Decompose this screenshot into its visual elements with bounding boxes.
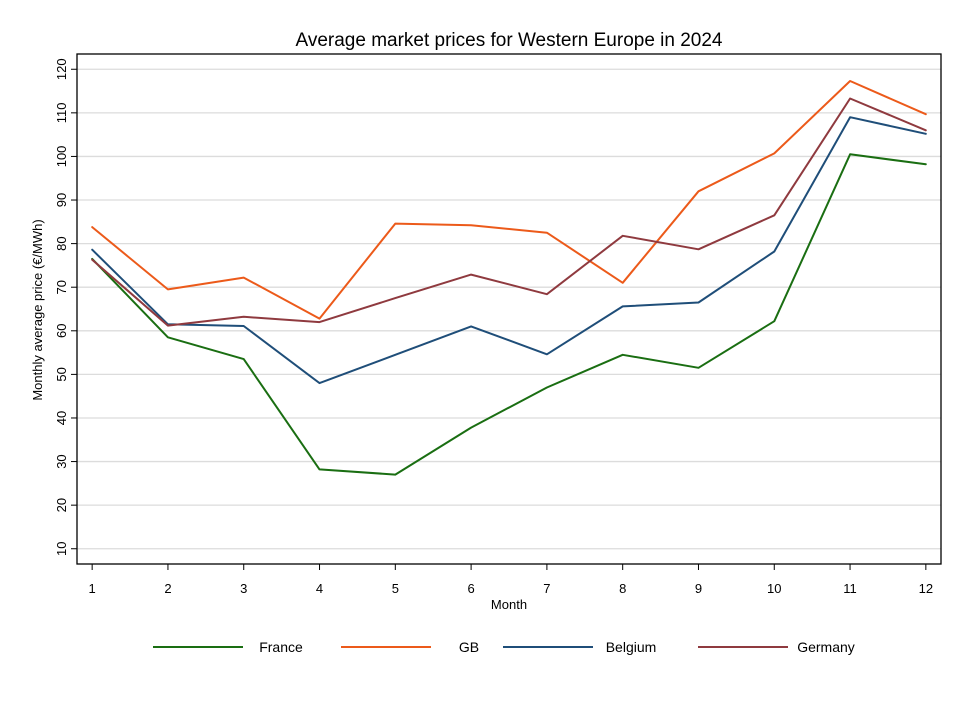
legend-label-belgium: Belgium [606, 639, 657, 655]
y-tick-label-100: 100 [54, 146, 69, 168]
x-tick-label-4: 4 [316, 581, 323, 596]
y-tick-label-110: 110 [54, 102, 69, 123]
x-tick-label-9: 9 [695, 581, 702, 596]
x-tick-label-1: 1 [89, 581, 96, 596]
series-line-germany [91, 97, 927, 327]
x-tick-label-10: 10 [767, 581, 781, 596]
series-line-france [91, 153, 927, 476]
y-tick-label-10: 10 [54, 542, 69, 556]
grid-lines [77, 68, 941, 550]
series-lines [91, 80, 927, 476]
x-tick-label-8: 8 [619, 581, 626, 596]
chart-title: Average market prices for Western Europe… [295, 30, 722, 51]
series-line-belgium [91, 116, 927, 385]
x-tick-label-11: 11 [843, 581, 857, 596]
y-tick-label-50: 50 [54, 367, 69, 381]
y-tick-label-40: 40 [54, 411, 69, 425]
legend-label-germany: Germany [797, 639, 855, 655]
y-tick-label-70: 70 [54, 280, 69, 294]
legend-label-gb: GB [459, 639, 479, 655]
series-line-gb [91, 80, 927, 320]
x-tick-label-3: 3 [240, 581, 247, 596]
y-tick-label-90: 90 [54, 193, 69, 207]
x-tick-label-5: 5 [392, 581, 399, 596]
legend-label-france: France [259, 639, 303, 655]
y-tick-label-80: 80 [54, 236, 69, 250]
y-tick-label-120: 120 [54, 58, 69, 80]
y-tick-label-30: 30 [54, 454, 69, 468]
y-tick-label-60: 60 [54, 324, 69, 338]
x-axis-title: Month [491, 597, 527, 612]
x-tick-label-12: 12 [919, 581, 933, 596]
x-tick-label-7: 7 [543, 581, 550, 596]
plot-frame [76, 53, 942, 565]
x-tick-label-6: 6 [467, 581, 474, 596]
legend: France GB Belgium Germany [153, 639, 855, 655]
x-tick-label-2: 2 [164, 581, 171, 596]
y-axis-title: Monthly average price (€/MWh) [30, 219, 45, 400]
y-tick-label-20: 20 [54, 498, 69, 512]
